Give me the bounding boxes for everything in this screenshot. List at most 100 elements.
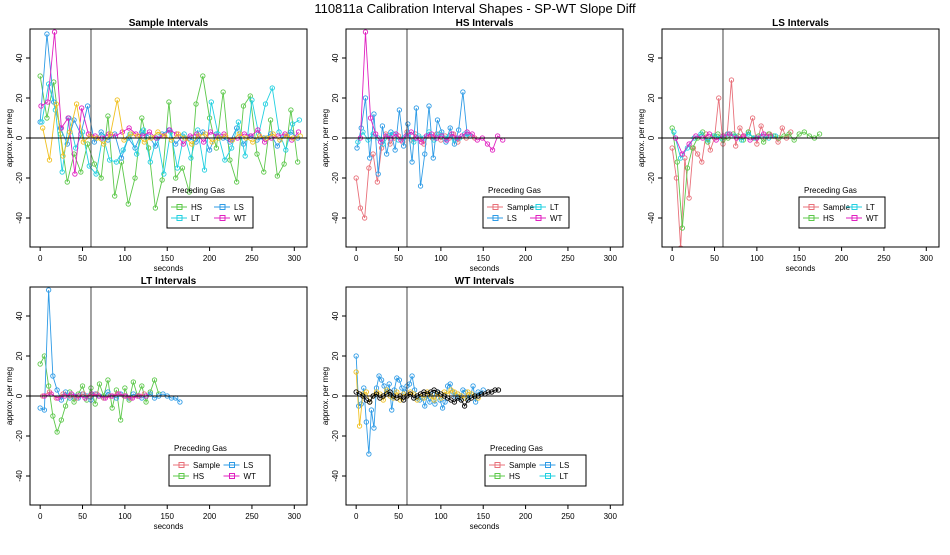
legend-label-LS: LS bbox=[560, 461, 570, 470]
y-tick-label: 20 bbox=[15, 93, 24, 102]
data-point-LS bbox=[430, 155, 436, 161]
data-point-WT bbox=[761, 131, 767, 137]
data-point-HS bbox=[109, 405, 115, 411]
data-point-HS bbox=[117, 417, 124, 423]
legend-marker-LT bbox=[545, 473, 551, 479]
y-tick-label: -40 bbox=[15, 470, 24, 482]
x-tick-label: 200 bbox=[203, 254, 217, 263]
data-point-LT bbox=[262, 101, 269, 107]
legend-marker-WT bbox=[535, 215, 542, 221]
data-point-HS bbox=[234, 179, 240, 185]
data-point-other_yellow bbox=[250, 139, 256, 145]
data-point-WT bbox=[367, 115, 374, 121]
data-point-LS bbox=[45, 287, 52, 293]
data-point-HS bbox=[173, 175, 179, 181]
panel-wt-intervals: WT Intervals 0 50 100 150 200 250 300 -40 -20 0 20 4… bbox=[321, 276, 624, 531]
data-point-HS bbox=[71, 151, 77, 157]
data-point-HS bbox=[152, 205, 159, 211]
data-point-LS bbox=[456, 127, 462, 133]
panel-ls-intervals: LS Intervals 0 50 100 150 200 250 300 -40 -20 0 20 4… bbox=[637, 18, 940, 273]
data-point-WT bbox=[72, 171, 78, 177]
panel-title: LT Intervals bbox=[141, 276, 197, 287]
data-point-LS bbox=[405, 121, 411, 127]
x-tick-label: 200 bbox=[835, 254, 849, 263]
x-tick-label: 0 bbox=[354, 512, 359, 521]
data-point-LS bbox=[386, 381, 392, 387]
x-tick-label: 150 bbox=[477, 512, 491, 521]
data-point-Sample bbox=[707, 147, 713, 153]
data-point-HS bbox=[220, 89, 226, 95]
data-point-HS bbox=[674, 159, 680, 165]
data-point-LS bbox=[41, 407, 48, 413]
data-point-HS bbox=[54, 429, 60, 435]
x-tick-label: 250 bbox=[561, 512, 575, 521]
data-point-HS bbox=[37, 73, 43, 79]
data-point-LS bbox=[54, 387, 60, 393]
x-tick-label: 150 bbox=[161, 254, 175, 263]
data-point-HS bbox=[816, 131, 823, 137]
y-tick-label: 0 bbox=[15, 393, 24, 398]
legend-label-LT: LT bbox=[191, 214, 200, 223]
data-point-LS bbox=[413, 105, 419, 111]
data-point-LS bbox=[384, 151, 390, 157]
data-point-LT bbox=[671, 129, 677, 135]
data-point-HS bbox=[761, 139, 767, 145]
data-point-other_yellow bbox=[60, 153, 66, 159]
legend-marker-Sample bbox=[178, 462, 185, 468]
data-point-LT bbox=[161, 171, 167, 177]
data-point-HS bbox=[105, 377, 111, 383]
x-tick-label: 200 bbox=[519, 512, 533, 521]
panel-title: Sample Intervals bbox=[129, 18, 209, 29]
data-point-other_yellow bbox=[80, 139, 87, 145]
x-tick-label: 0 bbox=[354, 254, 359, 263]
data-point-WT bbox=[428, 131, 435, 137]
x-tick-label: 50 bbox=[78, 254, 87, 263]
data-point-HS bbox=[796, 131, 802, 137]
data-point-LT bbox=[296, 117, 303, 123]
data-point-LT bbox=[355, 139, 361, 145]
data-point-HS bbox=[143, 399, 149, 405]
data-point-LS bbox=[362, 95, 369, 101]
data-point-HS bbox=[684, 165, 691, 171]
data-point-other_black bbox=[458, 397, 464, 403]
y-tick-label: -20 bbox=[331, 430, 340, 442]
data-point-other_yellow bbox=[101, 141, 107, 147]
data-point-HS bbox=[786, 131, 792, 137]
data-point-LS bbox=[422, 151, 428, 157]
data-point-WT bbox=[207, 129, 214, 135]
data-point-other_yellow bbox=[40, 125, 46, 131]
x-axis-label: seconds bbox=[154, 522, 184, 531]
x-tick-label: 300 bbox=[288, 512, 302, 521]
data-point-Sample bbox=[754, 141, 760, 147]
data-point-HS bbox=[50, 413, 56, 419]
data-point-LT bbox=[235, 119, 242, 125]
y-axis-label: approx. per meg bbox=[321, 109, 330, 167]
legend-label-Sample: Sample bbox=[507, 203, 535, 212]
data-point-LS bbox=[470, 383, 476, 389]
y-tick-label: -20 bbox=[15, 172, 24, 184]
data-point-LS bbox=[447, 125, 453, 131]
data-point-LT bbox=[208, 99, 214, 105]
y-tick-label: 20 bbox=[331, 351, 340, 360]
legend-label-WT: WT bbox=[234, 214, 247, 223]
data-point-other_yellow bbox=[356, 423, 363, 429]
data-point-Sample bbox=[678, 245, 684, 247]
data-point-WT bbox=[706, 131, 713, 137]
x-tick-label: 50 bbox=[710, 254, 719, 263]
data-point-HS bbox=[79, 383, 86, 389]
x-tick-label: 200 bbox=[519, 254, 533, 263]
data-point-other_black bbox=[451, 399, 458, 405]
panel-title: LS Intervals bbox=[772, 18, 829, 29]
data-point-HS bbox=[689, 145, 696, 151]
data-point-WT bbox=[255, 127, 261, 133]
data-point-WT bbox=[378, 139, 384, 145]
series-line-HS bbox=[39, 354, 160, 434]
x-tick-label: 50 bbox=[78, 512, 87, 521]
data-point-Sample bbox=[686, 195, 692, 201]
y-tick-label: -20 bbox=[647, 172, 656, 184]
x-tick-label: 100 bbox=[118, 512, 132, 521]
data-point-WT bbox=[393, 131, 399, 137]
y-tick-label: 20 bbox=[15, 351, 24, 360]
y-tick-label: 0 bbox=[15, 135, 24, 140]
